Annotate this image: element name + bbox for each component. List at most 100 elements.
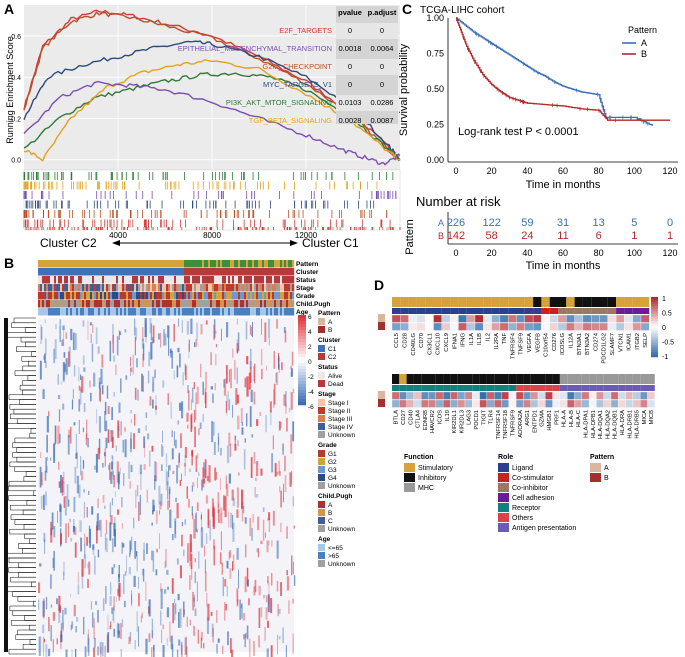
heatmap-cell: [273, 383, 276, 405]
function-annotation-cell: [406, 374, 414, 384]
role-annotation-cell: [406, 385, 414, 391]
heatmap-cell: [134, 541, 137, 559]
heatmap-cell: [254, 579, 257, 593]
gsea-y-label: Running Enrichment Score: [5, 36, 15, 144]
heatmap-cell: [186, 321, 189, 335]
annotation-cell-pattern: [266, 260, 269, 268]
gene-label: IL1A: [469, 333, 475, 345]
annotation-cell-status: [94, 276, 97, 284]
heatmap-cell: [210, 352, 212, 366]
annotation-cell-pattern: [186, 260, 189, 268]
heatmap-cell: [241, 427, 244, 435]
expression-cell: [450, 399, 458, 408]
role-annotation-cell: [574, 308, 583, 314]
annotation-cell-cluster: [210, 268, 213, 276]
heatmap-cell: [99, 388, 101, 403]
heatmap-cell: [48, 411, 50, 417]
heatmap-cell: [258, 607, 261, 628]
role-annotation-cell: [624, 308, 633, 314]
risk-x-tick: 60: [558, 248, 568, 258]
heatmap-cell: [235, 388, 238, 405]
legend-swatch-legendFunction: [404, 483, 415, 492]
function-annotation-cell: [458, 297, 467, 307]
annotation-cell-grade: [168, 292, 171, 300]
function-annotation-cell: [558, 297, 567, 307]
annotation-cell-stage: [108, 284, 111, 292]
role-annotation-cell: [603, 385, 611, 391]
annotation-cell-stage: [258, 284, 261, 292]
risk-x-tick: 120: [662, 248, 677, 258]
heatmap-cell: [181, 534, 183, 547]
annotation-cell-child.pugh: [192, 300, 195, 308]
function-annotation-cell: [508, 297, 517, 307]
heatmap-cell: [68, 522, 69, 538]
heatmap-cell: [96, 513, 99, 530]
legend-item-legendRole: Ligand: [512, 465, 533, 472]
annotation-cell-status: [38, 276, 41, 284]
heatmap-cell: [225, 603, 228, 611]
annotation-cell-pattern: [240, 260, 243, 268]
annotation-cell-child.pugh: [48, 300, 51, 308]
heatmap-cell: [254, 363, 256, 384]
expression-cell: [624, 314, 633, 323]
heatmap-cell: [50, 625, 52, 642]
heatmap-cell: [171, 578, 174, 594]
annotation-cell-status: [160, 276, 163, 284]
annotation-cell-child.pugh: [134, 300, 137, 308]
role-annotation-cell: [465, 385, 473, 391]
expression-scale-tick: 1: [662, 296, 666, 303]
km-legend-b: B: [641, 49, 647, 59]
annotation-cell-cluster: [190, 268, 193, 276]
heatmap-cell: [192, 591, 194, 611]
expression-scale-cell: [651, 321, 658, 324]
annotation-cell-age: [92, 308, 95, 316]
annotation-cell-cluster: [188, 268, 191, 276]
annotation-cell-stage: [244, 284, 247, 292]
annotation-cell-stage: [202, 284, 205, 292]
heatmap-cell: [130, 418, 132, 424]
annotation-cell-stage: [182, 284, 185, 292]
annotation-cell-stage: [262, 284, 265, 292]
expression-cell: [479, 391, 488, 400]
heatmap-cell: [191, 506, 193, 516]
annotation-cell-child.pugh: [58, 300, 61, 308]
function-annotation-cell: [416, 297, 426, 307]
role-annotation-cell: [552, 385, 560, 391]
heatmap-cell: [85, 433, 87, 446]
gsea-curve-tgfb: [23, 58, 400, 162]
heatmap-cell: [130, 410, 132, 414]
annotation-cell-grade: [228, 292, 231, 300]
annotation-cell-stage: [134, 284, 137, 292]
heatmap-legend-title: Stage: [318, 391, 336, 398]
annotation-cell-child.pugh: [80, 300, 83, 308]
heatmap-cell: [202, 467, 205, 488]
annotation-cell-stage: [176, 284, 179, 292]
annotation-cell-child.pugh: [84, 300, 87, 308]
heatmap-cell: [185, 646, 188, 657]
expression-cell: [494, 399, 502, 408]
heatmap-cell: [151, 647, 153, 657]
gsea-x-tick: 12000: [295, 231, 318, 240]
annotation-cell-pattern: [272, 260, 275, 268]
annotation-cell-age: [238, 308, 241, 316]
heatmap-cell: [237, 599, 239, 606]
heatmap-cell: [78, 484, 81, 498]
annotation-cell-child.pugh: [186, 300, 189, 308]
annotation-cell-stage: [84, 284, 87, 292]
annotation-cell-child.pugh: [52, 300, 55, 308]
heatmap-cell: [104, 646, 106, 657]
heatmap-cell: [107, 406, 110, 415]
gsea-geneset-name: G2M_CHECKPOINT: [262, 62, 332, 71]
expression-cell: [449, 314, 459, 323]
annotation-cell-stage: [272, 284, 275, 292]
heatmap-cell: [222, 645, 224, 654]
annotation-cell-age: [232, 308, 235, 316]
heatmap-cell: [172, 534, 174, 541]
expression-cell: [545, 391, 553, 400]
annotation-cell-grade: [144, 292, 147, 300]
heatmap-cell: [231, 489, 234, 501]
risk-count-b: 1: [667, 230, 673, 242]
expression-scale-tick: 0.5: [662, 311, 672, 318]
gene-label: TNFSF9: [519, 333, 525, 355]
heatmap-scale-cell: [298, 330, 306, 334]
